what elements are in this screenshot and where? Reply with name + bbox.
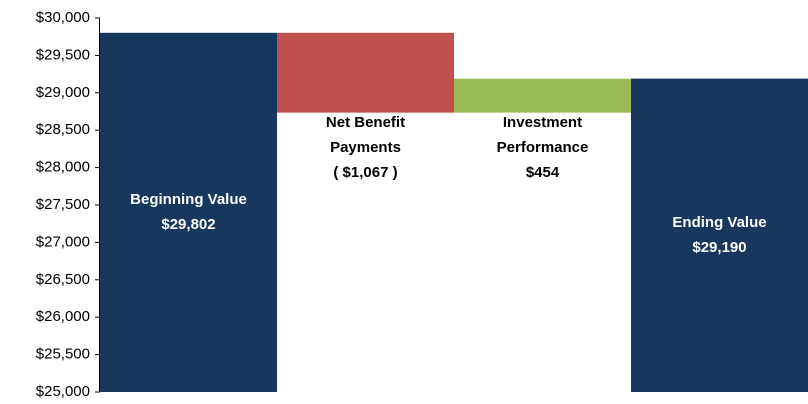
bar <box>454 78 631 113</box>
category-label: Ending Value <box>672 214 767 232</box>
value-label: $454 <box>525 163 560 181</box>
y-tick-label: $28,500 <box>36 121 90 138</box>
y-tick-label: $29,000 <box>36 84 90 101</box>
y-tick-label: $26,000 <box>36 308 90 325</box>
bar <box>631 78 808 392</box>
y-tick-label: $26,500 <box>36 271 90 288</box>
bar-label: Ending Value $29,190 <box>631 210 808 260</box>
y-tick-label: $25,500 <box>36 346 90 363</box>
category-label: Net Benefit Payments <box>325 113 406 156</box>
y-tick-label: $30,000 <box>36 9 90 26</box>
category-label: Investment Performance <box>496 113 589 156</box>
y-tick-label: $27,000 <box>36 233 90 250</box>
bar <box>100 32 277 393</box>
bar-label: Beginning Value $29,802 <box>100 187 277 237</box>
bar-label: Net Benefit Payments ( $1,067 ) <box>310 110 422 185</box>
value-label: $29,190 <box>692 239 747 257</box>
bar-label: Investment Performance $454 <box>487 110 599 185</box>
y-tick-label: $29,500 <box>36 46 90 63</box>
bar <box>277 32 454 113</box>
category-label: Beginning Value <box>130 191 247 209</box>
y-tick-label: $28,000 <box>36 159 90 176</box>
value-label: $29,802 <box>161 216 216 234</box>
y-tick-label: $25,000 <box>36 383 90 400</box>
y-tick-label: $27,500 <box>36 196 90 213</box>
value-label: ( $1,067 ) <box>333 163 398 181</box>
